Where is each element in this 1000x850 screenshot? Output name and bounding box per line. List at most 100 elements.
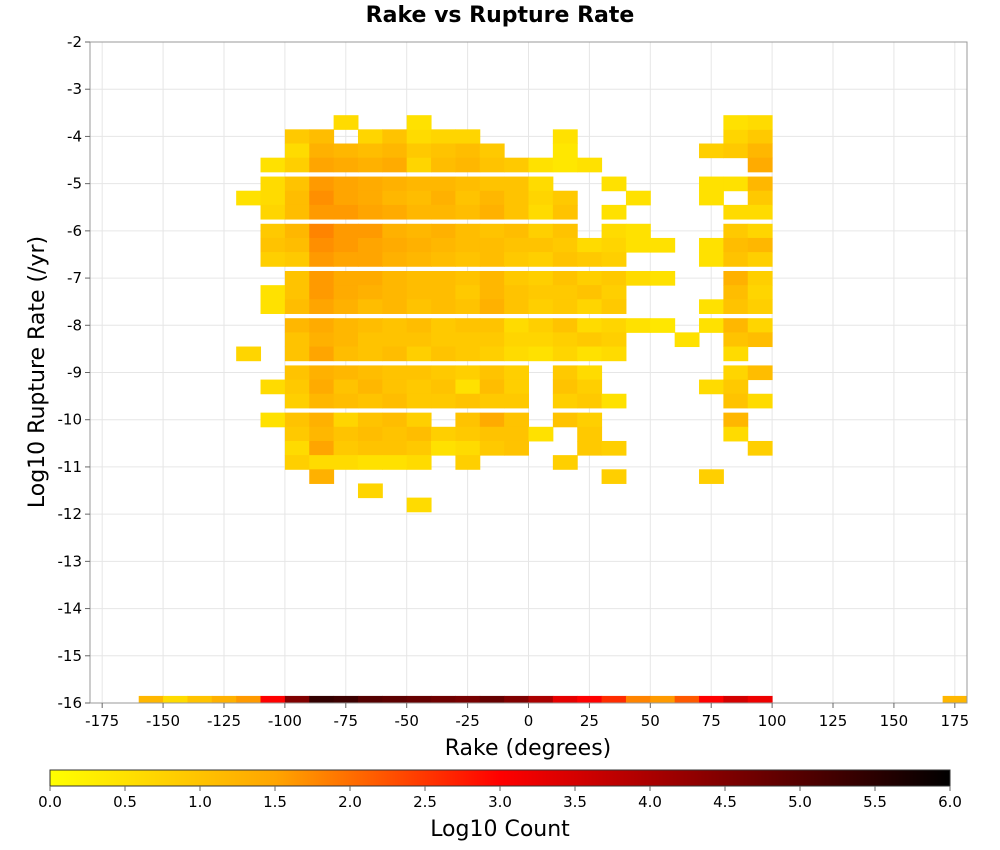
heatmap-cell-19 bbox=[601, 695, 627, 704]
heatmap-cell-90 bbox=[357, 190, 383, 206]
x-tick-label-9: 50 bbox=[641, 712, 660, 730]
heatmap-cell-117 bbox=[747, 204, 773, 220]
x-tick-label-7: 0 bbox=[524, 712, 534, 730]
heatmap-cell-364 bbox=[357, 455, 383, 470]
heatmap-cell-71 bbox=[309, 176, 335, 192]
heatmap-cell-371 bbox=[699, 469, 724, 484]
heatmap-cell-183 bbox=[528, 270, 554, 286]
heatmap-cell-193 bbox=[309, 285, 335, 300]
heatmap-cell-234 bbox=[479, 318, 505, 333]
heatmap-cell-8 bbox=[333, 695, 359, 704]
heatmap-cell-63 bbox=[479, 157, 505, 173]
heatmap-cell-88 bbox=[309, 190, 335, 206]
heatmap-cell-68 bbox=[747, 157, 773, 173]
heatmap-cell-199 bbox=[455, 285, 481, 300]
heatmap-cell-43 bbox=[333, 143, 359, 159]
heatmap-cell-239 bbox=[601, 318, 627, 333]
heatmap-cell-256 bbox=[552, 332, 578, 348]
colorbar-tick-label-10: 5.0 bbox=[788, 793, 812, 811]
heatmap-cell-372 bbox=[357, 483, 383, 499]
heatmap-cell-140 bbox=[382, 237, 408, 253]
heatmap-cell-247 bbox=[333, 332, 359, 348]
heatmap-cell-259 bbox=[674, 332, 700, 348]
colorbar-tick-label-4: 2.0 bbox=[338, 793, 362, 811]
heatmap-cell-260 bbox=[723, 332, 749, 348]
heatmap-cell-132 bbox=[625, 223, 651, 239]
heatmap-cell-328 bbox=[406, 412, 432, 428]
heatmap-cell-292 bbox=[260, 379, 286, 395]
heatmap-cell-82 bbox=[699, 176, 724, 192]
heatmap-cell-52 bbox=[723, 143, 749, 159]
heatmap-cell-284 bbox=[431, 365, 456, 381]
heatmap-cell-122 bbox=[357, 223, 383, 239]
x-tick-label-6: -25 bbox=[455, 712, 480, 730]
heatmap-cell-127 bbox=[479, 223, 505, 239]
heatmap-cell-332 bbox=[552, 412, 578, 428]
heatmap-cell-186 bbox=[601, 270, 627, 286]
heatmap-cell-175 bbox=[333, 270, 359, 286]
heatmap-cell-80 bbox=[528, 176, 554, 192]
heatmap-cell-223 bbox=[699, 299, 724, 314]
heatmap-cell-282 bbox=[382, 365, 408, 381]
heatmap-cell-208 bbox=[260, 299, 286, 314]
heatmap-cell-369 bbox=[309, 469, 335, 484]
heatmap-cell-180 bbox=[455, 270, 481, 286]
heatmap-cell-215 bbox=[431, 299, 456, 314]
heatmap-cell-59 bbox=[382, 157, 408, 173]
heatmap-cell-53 bbox=[747, 143, 773, 159]
heatmap-cell-143 bbox=[455, 237, 481, 253]
heatmap-cell-295 bbox=[333, 379, 359, 395]
heatmap-cell-254 bbox=[504, 332, 529, 348]
heatmap-cell-99 bbox=[625, 190, 651, 206]
heatmap-cell-187 bbox=[625, 270, 651, 286]
heatmap-cell-42 bbox=[309, 143, 335, 159]
heatmap-cell-314 bbox=[455, 393, 481, 409]
heatmap-cell-154 bbox=[747, 237, 773, 253]
heatmap-cell-47 bbox=[431, 143, 456, 159]
heatmap-cell-157 bbox=[309, 252, 335, 267]
heatmap-cell-18 bbox=[577, 695, 603, 704]
colorbar-tick-label-9: 4.5 bbox=[713, 793, 737, 811]
heatmap-cell-204 bbox=[577, 285, 603, 300]
heatmap-cell-326 bbox=[357, 412, 383, 428]
heatmap-cell-44 bbox=[357, 143, 383, 159]
heatmap-cell-224 bbox=[723, 299, 749, 314]
heatmap-cell-92 bbox=[406, 190, 432, 206]
heatmap-cell-94 bbox=[455, 190, 481, 206]
heatmap-cell-350 bbox=[333, 440, 359, 456]
heatmap-cell-265 bbox=[333, 346, 359, 362]
heatmap-cell-6 bbox=[284, 695, 310, 704]
heatmap-cell-24 bbox=[723, 695, 749, 704]
heatmap-cell-184 bbox=[552, 270, 578, 286]
heatmap-cell-258 bbox=[601, 332, 627, 348]
heatmap-cell-304 bbox=[577, 379, 603, 395]
heatmap-cell-164 bbox=[479, 252, 505, 267]
heatmap-cell-159 bbox=[357, 252, 383, 267]
heatmap-cell-34 bbox=[552, 129, 578, 145]
heatmap-cell-202 bbox=[528, 285, 554, 300]
heatmap-cell-179 bbox=[431, 270, 456, 286]
colorbar-ticks: 0.0 0.5 1.0 1.5 2.0 2.5 3.0 3.5 4.0 4.5 5.0 5.5 6.0 bbox=[38, 786, 962, 811]
heatmap-cell-331 bbox=[504, 412, 529, 428]
heatmap-cell-206 bbox=[723, 285, 749, 300]
heatmap-cell-120 bbox=[309, 223, 335, 239]
heatmap-cell-55 bbox=[284, 157, 310, 173]
heatmap-cell-170 bbox=[699, 252, 724, 267]
heatmap-cell-12 bbox=[431, 695, 456, 704]
heatmap-cell-39 bbox=[723, 115, 749, 130]
heatmap-cell-245 bbox=[284, 332, 310, 348]
colorbar-label: Log10 Count bbox=[430, 817, 570, 842]
heatmap-cell-309 bbox=[333, 393, 359, 409]
heatmap-cell-342 bbox=[455, 426, 481, 442]
heatmap-cell-275 bbox=[577, 346, 603, 362]
heatmap-cell-115 bbox=[601, 204, 627, 220]
heatmap-cell-163 bbox=[455, 252, 481, 267]
heatmap-cell-27 bbox=[284, 129, 310, 145]
x-tick-label-3: -100 bbox=[268, 712, 302, 730]
heatmap-cell-161 bbox=[406, 252, 432, 267]
heatmap-cell-108 bbox=[406, 204, 432, 220]
heatmap-cell-231 bbox=[406, 318, 432, 333]
heatmap-cell-279 bbox=[309, 365, 335, 381]
heatmap-cell-217 bbox=[479, 299, 505, 314]
heatmap-cell-145 bbox=[504, 237, 529, 253]
